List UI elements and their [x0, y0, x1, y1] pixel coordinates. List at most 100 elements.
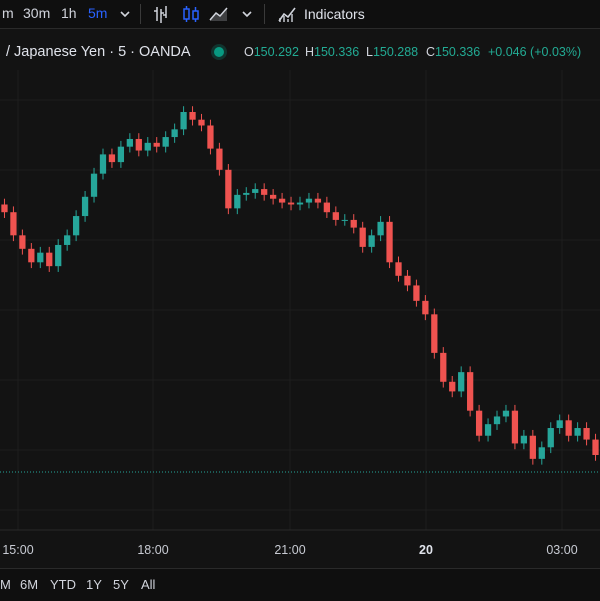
candle-body: [467, 372, 474, 411]
candle-body: [117, 146, 125, 163]
timeframe-5m[interactable]: 5m: [88, 5, 108, 21]
candle-body: [261, 189, 268, 195]
range-ytd[interactable]: YTD: [50, 577, 76, 592]
candle-body: [135, 138, 142, 151]
open-value: 150.292: [253, 45, 299, 59]
candle-body: [449, 381, 456, 392]
high-key: H: [305, 45, 315, 59]
time-label: 18:00: [137, 543, 168, 557]
candle-body: [556, 420, 563, 429]
candle-body: [216, 148, 223, 170]
candle-body: [350, 219, 357, 228]
candle-body: [90, 173, 98, 197]
candle-body: [144, 142, 151, 151]
candle-body: [565, 420, 572, 436]
area-chart-icon[interactable]: [208, 3, 230, 25]
candle-body: [377, 221, 384, 236]
date-label: 20: [419, 543, 433, 557]
market-status-dot: [214, 47, 224, 57]
candle-body: [278, 198, 286, 203]
low-key: L: [366, 45, 373, 59]
range-all[interactable]: All: [141, 577, 156, 592]
candle-body: [225, 169, 232, 209]
candle-body: [28, 248, 35, 263]
chart-grid: [0, 70, 600, 530]
toolbar-divider: [264, 4, 265, 24]
candle-body: [583, 428, 590, 440]
candle-body: [189, 112, 196, 120]
time-label: 21:00: [274, 543, 305, 557]
chevron-down-icon[interactable]: [114, 3, 136, 25]
candle-body: [332, 212, 339, 220]
timeframe-m[interactable]: m: [2, 5, 14, 21]
range-1y[interactable]: 1Y: [86, 577, 102, 592]
candle-body: [126, 138, 133, 147]
candle-body: [413, 285, 420, 301]
candle-body: [493, 416, 501, 425]
candle-body: [538, 447, 545, 459]
range-bar: M 6M YTD 1Y 5Y All: [0, 568, 600, 601]
chevron-down-icon[interactable]: [236, 3, 258, 25]
candle-body: [108, 154, 116, 163]
timeframe-30m[interactable]: 30m: [23, 5, 51, 21]
low-value: 150.288: [372, 45, 419, 59]
indicators-icon: [278, 7, 296, 22]
time-label: 03:00: [546, 543, 577, 557]
candle-body: [368, 235, 375, 247]
candle-body: [440, 352, 447, 382]
chart-legend: / Japanese Yen · 5 · OANDA O150.292 H 150…: [0, 40, 600, 64]
candle-body: [243, 192, 250, 195]
candle-body: [55, 244, 62, 267]
candle-body: [592, 439, 599, 455]
top-toolbar: m 30m 1h 5m Indicators: [0, 0, 600, 29]
change-value: +0.046 (+0.03%): [488, 45, 582, 59]
candles-icon[interactable]: [180, 3, 202, 25]
candle-body: [520, 435, 528, 444]
open-key: O: [244, 45, 254, 59]
candle-body: [305, 198, 313, 203]
candle-body: [296, 202, 304, 205]
candle-body: [162, 137, 169, 147]
candle-body: [252, 189, 259, 193]
candle-body: [323, 202, 330, 213]
range-5y[interactable]: 5Y: [113, 577, 129, 592]
candle-body: [359, 227, 366, 247]
close-value: 150.336: [435, 45, 481, 59]
range-6m[interactable]: 6M: [20, 577, 39, 592]
bar-chart-icon[interactable]: [150, 3, 172, 25]
candle-body: [484, 424, 492, 436]
indicators-label: Indicators: [304, 6, 365, 22]
candle-body: [72, 216, 80, 236]
candle-body: [287, 202, 295, 205]
candle-body: [153, 142, 160, 147]
candle-body: [171, 129, 178, 138]
symbol-title[interactable]: / Japanese Yen · 5 · OANDA: [6, 44, 191, 60]
time-label: 15:00: [2, 543, 33, 557]
toolbar-divider: [140, 4, 141, 24]
candle-body: [395, 262, 402, 276]
time-axis: 15:00 18:00 21:00 20 03:00: [2, 543, 577, 557]
close-key: C: [426, 45, 436, 59]
candle-body: [341, 219, 348, 221]
candle-body: [547, 428, 554, 448]
candle-body: [314, 198, 322, 203]
timeframe-1h[interactable]: 1h: [61, 5, 77, 21]
candle-body: [529, 435, 536, 459]
candle-body: [511, 410, 519, 444]
candle-body: [64, 235, 71, 245]
candle-body: [386, 221, 393, 263]
candle-body: [1, 204, 8, 213]
indicators-button[interactable]: Indicators: [276, 3, 365, 25]
candle-body: [99, 154, 107, 174]
candle-body: [234, 194, 241, 209]
candle-body: [180, 112, 187, 130]
candle-body: [422, 300, 429, 315]
candle-body: [458, 372, 465, 392]
candle-body: [270, 194, 277, 199]
candle-body: [404, 275, 411, 286]
range-m[interactable]: M: [0, 577, 11, 592]
candle-body: [81, 196, 89, 217]
candle-body: [46, 252, 53, 267]
candle-body: [431, 314, 438, 353]
